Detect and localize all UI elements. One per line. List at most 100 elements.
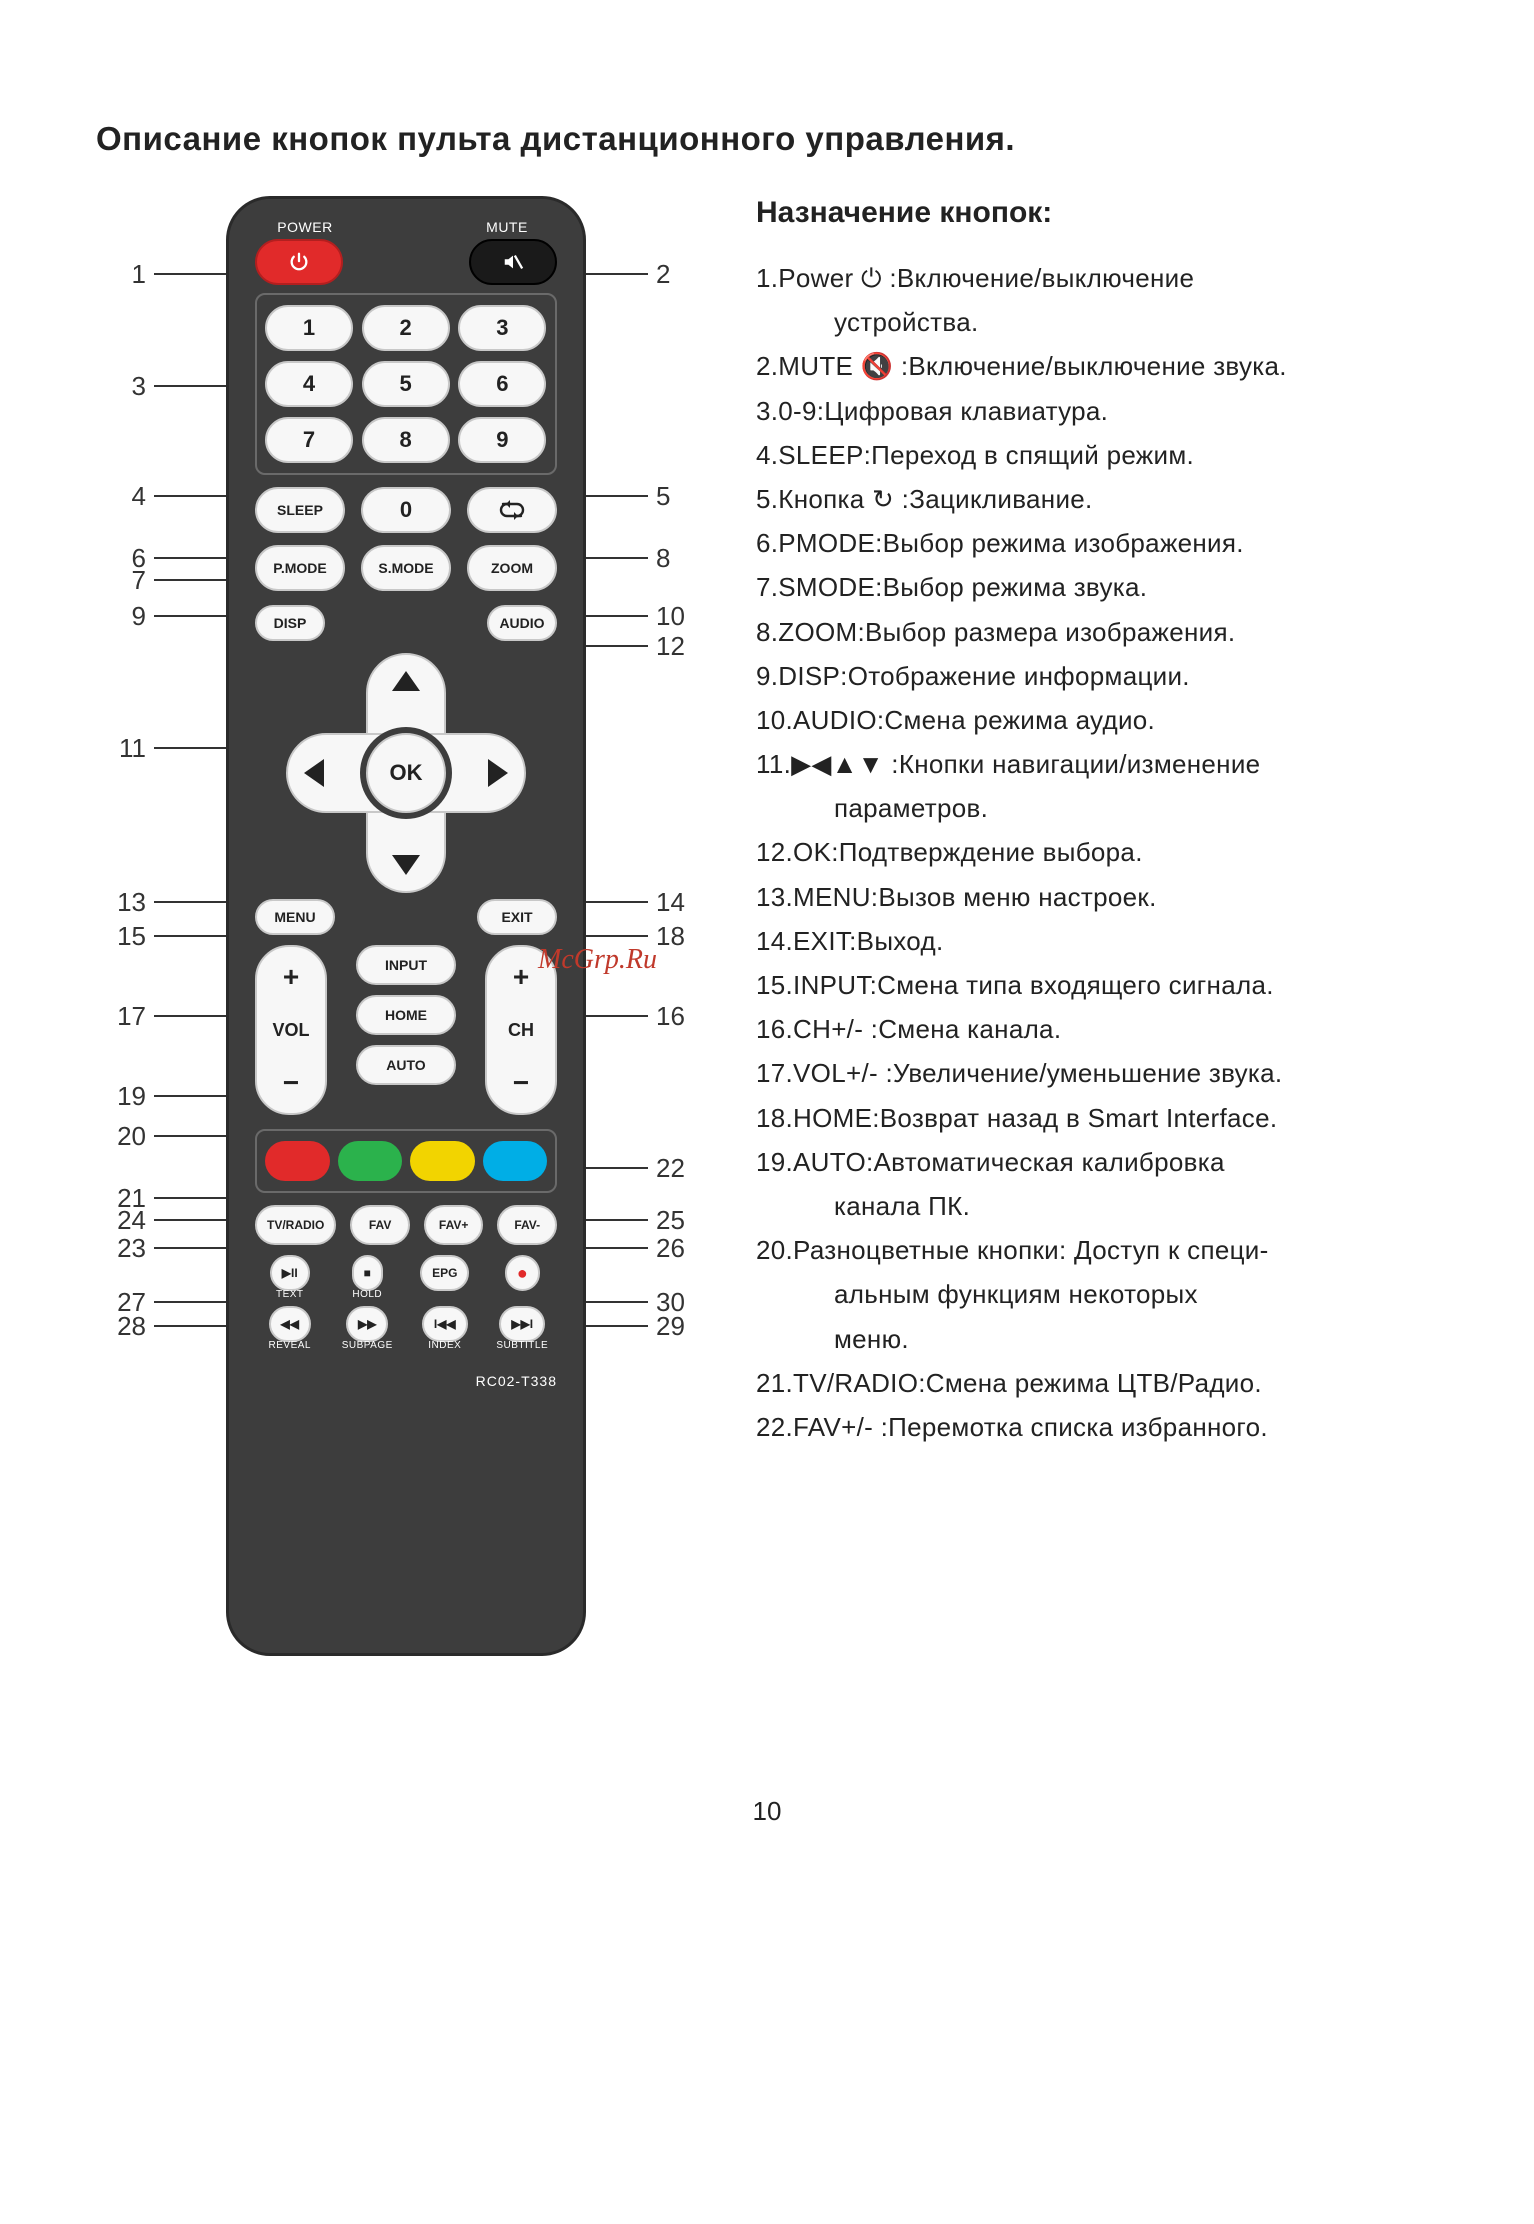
callout-number: 20 [117, 1121, 146, 1151]
fastforward-button[interactable]: ▶▶ [346, 1306, 388, 1342]
nav-left-icon [304, 759, 324, 787]
favminus-button[interactable]: FAV- [497, 1205, 557, 1245]
fav-button[interactable]: FAV [350, 1205, 410, 1245]
home-button[interactable]: HOME [356, 995, 456, 1035]
page-number: 10 [96, 1796, 1438, 1827]
epg-button[interactable]: EPG [420, 1255, 469, 1291]
favplus-button[interactable]: FAV+ [424, 1205, 484, 1245]
color-buttons [255, 1129, 557, 1193]
ch-rocker[interactable]: + CH − [485, 945, 557, 1115]
tvradio-button[interactable]: TV/RADIO [255, 1205, 336, 1245]
callout-number: 24 [117, 1205, 146, 1235]
vol-rocker[interactable]: + VOL − [255, 945, 327, 1115]
stop-button[interactable]: ■ [352, 1255, 383, 1291]
hold-label: HOLD [352, 1289, 382, 1300]
audio-button[interactable]: AUDIO [487, 605, 557, 641]
play-pause-button[interactable]: ▶II [270, 1255, 310, 1291]
desc-line: альным функциям некоторых [834, 1272, 1438, 1316]
callout-number: 15 [117, 921, 146, 951]
mute-button[interactable] [469, 239, 557, 285]
power-button[interactable] [255, 239, 343, 285]
smode-button[interactable]: S.MODE [361, 545, 451, 591]
rewind-button[interactable]: ◀◀ [269, 1306, 311, 1342]
callout-number: 1 [132, 259, 146, 289]
digit-8[interactable]: 8 [362, 417, 450, 463]
desc-line: устройства. [834, 300, 1438, 344]
record-button[interactable]: ● [505, 1255, 540, 1291]
loop-icon [495, 500, 529, 520]
disp-button[interactable]: DISP [255, 605, 325, 641]
callout-number: 16 [656, 1001, 685, 1031]
red-button[interactable] [265, 1141, 330, 1181]
description-panel: Назначение кнопок: 1.Power ⏻ :Включение/… [756, 196, 1438, 1449]
callout-number: 27 [117, 1287, 146, 1317]
numeric-keypad: 1 2 3 4 5 6 7 8 9 [255, 293, 557, 475]
callout-number: 18 [656, 921, 685, 951]
desc-line: 12.OK:Подтверждение выбора. [756, 830, 1438, 874]
callout-number: 5 [656, 481, 670, 511]
desc-line: 1.Power ⏻ :Включение/выключение [756, 256, 1438, 300]
pmode-button[interactable]: P.MODE [255, 545, 345, 591]
callout-number: 19 [117, 1081, 146, 1111]
green-button[interactable] [338, 1141, 403, 1181]
callout-number: 17 [117, 1001, 146, 1031]
model-number: RC02-T338 [255, 1373, 557, 1389]
desc-line: 8.ZOOM:Выбор размера изображения. [756, 610, 1438, 654]
nav-down-icon [392, 855, 420, 875]
desc-line: меню. [834, 1317, 1438, 1361]
input-button[interactable]: INPUT [356, 945, 456, 985]
desc-heading: Назначение кнопок: [756, 196, 1438, 230]
callout-number: 7 [132, 565, 146, 595]
nav-right-icon [488, 759, 508, 787]
digit-7[interactable]: 7 [265, 417, 353, 463]
callout-number: 23 [117, 1233, 146, 1263]
next-track-button[interactable]: ▶▶I [499, 1306, 545, 1342]
desc-line: 13.MENU:Вызов меню настроек. [756, 875, 1438, 919]
loop-button[interactable] [467, 487, 557, 533]
digit-4[interactable]: 4 [265, 361, 353, 407]
exit-button[interactable]: EXIT [477, 899, 557, 935]
digit-2[interactable]: 2 [362, 305, 450, 351]
ch-label: CH [508, 1020, 534, 1041]
auto-button[interactable]: AUTO [356, 1045, 456, 1085]
digit-5[interactable]: 5 [362, 361, 450, 407]
callout-number: 4 [132, 481, 146, 511]
desc-line: 20.Разноцветные кнопки: Доступ к специ- [756, 1228, 1438, 1272]
remote-body: POWER MUTE 1 [226, 196, 586, 1656]
nav-up-icon [392, 671, 420, 691]
subtitle-label: SUBTITLE [496, 1340, 548, 1351]
subpage-label: SUBPAGE [342, 1340, 393, 1351]
digit-6[interactable]: 6 [458, 361, 546, 407]
digit-0[interactable]: 0 [361, 487, 451, 533]
vol-minus-icon: − [283, 1069, 299, 1097]
prev-track-button[interactable]: I◀◀ [422, 1306, 468, 1342]
menu-button[interactable]: MENU [255, 899, 335, 935]
vol-plus-icon: + [283, 963, 299, 991]
desc-line: 2.MUTE 🔇 :Включение/выключение звука. [756, 344, 1438, 388]
desc-line: 11.▶◀▲▼ :Кнопки навигации/изменение [756, 742, 1438, 786]
digit-3[interactable]: 3 [458, 305, 546, 351]
callout-number: 21 [117, 1183, 146, 1213]
desc-line: 17.VOL+/- :Увеличение/уменьшение звука. [756, 1051, 1438, 1095]
reveal-label: REVEAL [269, 1340, 311, 1351]
page-title: Описание кнопок пульта дистанционного уп… [96, 120, 1438, 158]
yellow-button[interactable] [410, 1141, 475, 1181]
digit-1[interactable]: 1 [265, 305, 353, 351]
vol-label: VOL [272, 1020, 309, 1041]
callout-number: 11 [119, 733, 146, 763]
desc-line: 7.SMODE:Выбор режима звука. [756, 565, 1438, 609]
callout-number: 30 [656, 1287, 685, 1317]
callout-number: 28 [117, 1311, 146, 1341]
sleep-button[interactable]: SLEEP [255, 487, 345, 533]
mute-label: MUTE [486, 219, 528, 235]
ok-button[interactable]: OK [366, 733, 446, 813]
nav-cluster: OK [286, 653, 526, 893]
playback-row-1: ▶II TEXT ■ HOLD EPG ● [255, 1255, 557, 1300]
index-label: INDEX [428, 1340, 461, 1351]
cyan-button[interactable] [483, 1141, 548, 1181]
desc-line: 15.INPUT:Смена типа входящего сигнала. [756, 963, 1438, 1007]
digit-9[interactable]: 9 [458, 417, 546, 463]
desc-line: 10.AUDIO:Смена режима аудио. [756, 698, 1438, 742]
callout-number: 14 [656, 887, 685, 917]
zoom-button[interactable]: ZOOM [467, 545, 557, 591]
